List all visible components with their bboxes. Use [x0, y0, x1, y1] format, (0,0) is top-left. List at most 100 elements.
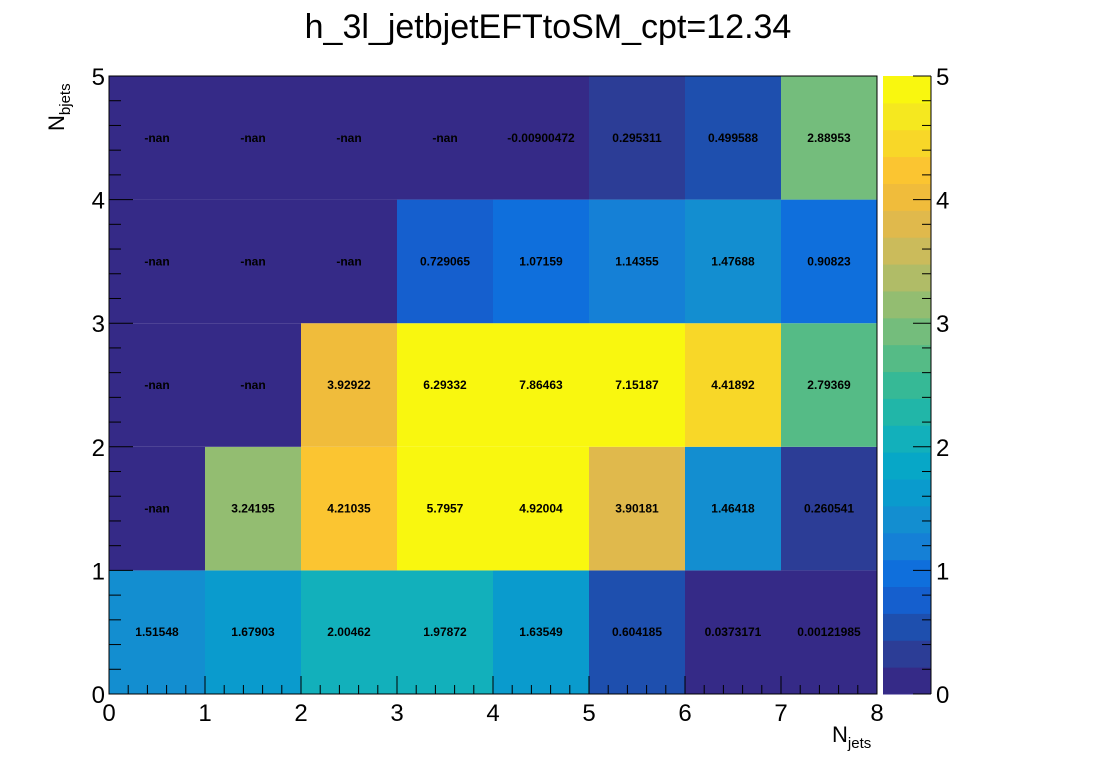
z-tick-label: 4	[936, 188, 949, 215]
cell-value-label: 1.14355	[615, 254, 659, 268]
z-tick-label: 5	[936, 64, 949, 91]
cell-value-label: -nan	[144, 378, 169, 392]
color-scale-swatch	[883, 479, 931, 507]
cell-value-label: 0.0373171	[705, 625, 762, 639]
heatmap-cell	[205, 76, 301, 200]
x-tick-label: 4	[486, 700, 499, 727]
heatmap-cell	[781, 76, 877, 200]
x-tick-label: 6	[678, 700, 691, 727]
heatmap-cell	[781, 446, 877, 571]
heatmap-cell	[301, 323, 397, 447]
color-scale-swatch	[883, 425, 931, 453]
color-scale-swatch	[883, 129, 931, 158]
cell-value-label: 1.46418	[711, 502, 755, 516]
y-tick-label: 0	[92, 682, 105, 709]
heatmap-cell	[205, 199, 301, 324]
color-scale-swatch	[883, 532, 931, 561]
heatmap-cell	[397, 446, 493, 571]
heatmap-cell	[589, 570, 685, 694]
heatmap-cell	[493, 446, 589, 571]
color-scale-swatch	[883, 102, 931, 131]
heatmap-cell	[685, 446, 781, 571]
cell-value-label: 7.86463	[519, 378, 563, 392]
color-scale-swatch	[883, 317, 931, 346]
color-scale-swatch	[883, 371, 931, 399]
cell-value-label: 3.90181	[615, 502, 659, 516]
cell-value-label: 0.00121985	[797, 625, 861, 639]
heatmap-cell	[685, 199, 781, 324]
chart-title: h_3l_jetbjetEFTtoSM_cpt=12.34	[305, 8, 792, 46]
x-axis-ticks: 0 1 2 3 4 5 6 7 8	[102, 676, 884, 727]
cell-value-label: -0.00900472	[507, 131, 575, 145]
x-tick-label: 8	[870, 700, 883, 727]
heatmap-cell	[589, 199, 685, 324]
heatmap-cell	[589, 76, 685, 200]
heatmap-cell	[685, 570, 781, 694]
y-tick-label: 5	[92, 64, 105, 91]
cell-value-label: 3.24195	[231, 502, 275, 516]
cell-value-label: -nan	[240, 378, 265, 392]
color-scale-swatch	[883, 156, 931, 184]
cell-value-label: -nan	[336, 131, 361, 145]
heatmap-cells	[109, 76, 877, 694]
cell-value-label: -nan	[144, 254, 169, 268]
heatmap-cell	[397, 323, 493, 447]
heatmap-cell	[781, 570, 877, 694]
cell-value-label: 6.29332	[423, 378, 467, 392]
heatmap-cell	[397, 199, 493, 324]
x-tick-label: 3	[390, 700, 403, 727]
heatmap-cell	[205, 570, 301, 694]
cell-value-label: 2.88953	[807, 131, 851, 145]
color-scale-bar	[883, 76, 932, 695]
cell-value-label: 3.92922	[327, 378, 371, 392]
y-tick-label: 3	[92, 311, 105, 338]
heatmap-cell	[781, 323, 877, 447]
color-scale-swatch	[883, 667, 931, 695]
color-scale-swatch	[883, 76, 931, 104]
heatmap-cell	[205, 323, 301, 447]
x-axis-label: Njets	[832, 722, 871, 752]
cell-value-label: -nan	[144, 131, 169, 145]
cell-value-label: 1.63549	[519, 625, 563, 639]
y-tick-label: 4	[92, 188, 105, 215]
heatmap-cell	[493, 323, 589, 447]
heatmap-cell	[493, 76, 589, 200]
color-scale-swatch	[883, 237, 931, 265]
heatmap-cell	[397, 76, 493, 200]
heatmap-cell	[109, 323, 205, 447]
y-tick-label: 2	[92, 435, 105, 462]
cell-value-label: 4.21035	[327, 502, 371, 516]
heatmap-cell	[301, 199, 397, 324]
heatmap-cell	[301, 76, 397, 200]
cell-value-label: 2.00462	[327, 625, 371, 639]
color-scale-swatch	[883, 398, 931, 426]
cell-value-label: 0.260541	[804, 502, 854, 516]
cell-value-label: -nan	[336, 254, 361, 268]
heatmap-cell-labels: 1.51548 1.67903 2.00462 1.97872 1.63549 0.604…	[135, 131, 861, 639]
cell-value-label: 4.92004	[519, 502, 563, 516]
cell-value-label: 1.97872	[423, 625, 467, 639]
x-tick-label: 1	[198, 700, 211, 727]
cell-value-label: 5.7957	[427, 502, 464, 516]
y-axis-label-subscript: bjets	[57, 83, 74, 115]
y-axis-label-main: N	[44, 115, 69, 131]
color-scale-swatch	[883, 290, 931, 319]
heatmap-cell	[109, 446, 205, 571]
color-scale-swatch	[883, 505, 931, 534]
cell-value-label: 0.729065	[420, 254, 470, 268]
z-tick-label: 3	[936, 311, 949, 338]
heatmap-cell	[397, 570, 493, 694]
heatmap-cell	[301, 446, 397, 571]
cell-value-label: 2.79369	[807, 378, 851, 392]
cell-value-label: 1.67903	[231, 625, 275, 639]
heatmap-cell	[109, 570, 205, 694]
color-scale-ticks: 0 1 2 3 4 5	[913, 64, 949, 709]
cell-value-label: 0.499588	[708, 131, 758, 145]
z-tick-label: 2	[936, 435, 949, 462]
cell-value-label: 0.295311	[612, 131, 662, 145]
x-axis-label-subscript: jets	[847, 735, 871, 752]
heatmap-cell	[589, 446, 685, 571]
z-tick-label: 1	[936, 558, 949, 585]
y-axis-ticks: 0 1 2 3 4 5	[92, 64, 133, 709]
cell-value-label: 1.51548	[135, 625, 179, 639]
